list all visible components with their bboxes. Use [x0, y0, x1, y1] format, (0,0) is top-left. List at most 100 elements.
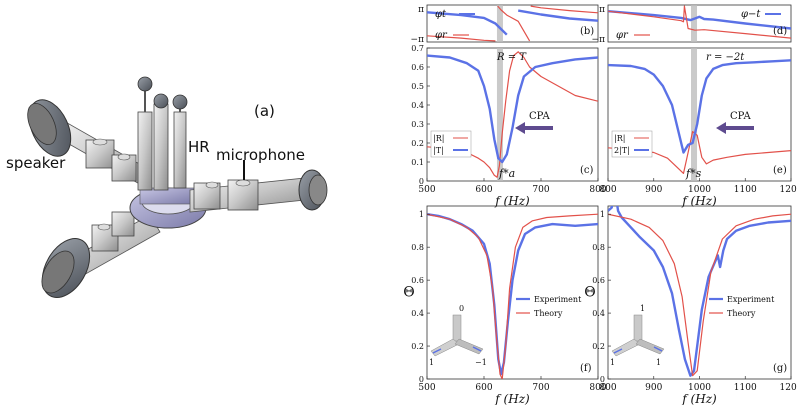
inset-label: 1 — [429, 358, 434, 367]
tripod-leg — [633, 314, 643, 342]
tripod-leg — [430, 338, 460, 357]
x-tick-label: 500 — [418, 383, 435, 393]
plot-frame — [426, 4, 599, 43]
y-tick-label: 0.2 — [411, 342, 424, 351]
y-tick-label: 0 — [419, 177, 424, 186]
legend-label: Theory — [727, 309, 756, 318]
inset-tripod: 0 1 −1 — [429, 304, 487, 367]
hr-label: HR — [188, 138, 210, 156]
x-tick-label: 1000 — [688, 383, 711, 393]
panel-a: (a) speaker HR microphone — [6, 76, 328, 298]
helmholtz-resonators — [137, 76, 188, 191]
chart-d: π −π (d) φ−t φr — [592, 4, 792, 45]
resonance-band — [691, 48, 698, 181]
panel-tag: (e) — [773, 165, 787, 176]
x-tick-label: 800 — [599, 185, 616, 195]
legend-box — [430, 130, 472, 158]
series-line-blue — [427, 9, 598, 36]
x-axis-label: f (Hz) — [494, 194, 530, 208]
y-tick-label: 0.4 — [411, 101, 424, 110]
chart-c: 500 600 700 800 0 0.1 0.2 0.3 0.4 0.5 0.6 0.7 f (Hz)… — [411, 44, 607, 208]
series-line-red — [427, 213, 598, 379]
legend-label: |R| — [433, 134, 444, 143]
chart-b: π −π (b) φt φr — [411, 4, 599, 45]
legend-label: |R| — [614, 134, 625, 143]
x-tick-label: 600 — [475, 383, 492, 393]
y-tick-label: 0.1 — [411, 158, 424, 167]
series-line-red — [427, 51, 598, 178]
series-line-blue — [427, 54, 598, 164]
x-tick-label: 900 — [645, 383, 662, 393]
panel-a-tag: (a) — [254, 102, 275, 120]
resonance-frequency-label: f*a — [498, 167, 515, 180]
x-tick-label: 500 — [418, 185, 435, 195]
x-axis-label: f (Hz) — [494, 392, 530, 405]
legend-label: Experiment — [727, 295, 775, 304]
y-axis-label: Θ — [584, 285, 595, 301]
resonance-band — [496, 5, 503, 42]
series-line-red — [608, 5, 791, 39]
legend-label: Theory — [534, 309, 563, 318]
inset-label: 1 — [656, 358, 661, 367]
plot-frame — [426, 205, 599, 380]
y-tick-label: 0.3 — [411, 120, 424, 129]
plot-frame — [426, 47, 599, 182]
y-tick-label: 0 — [600, 375, 605, 384]
y-tick-label: 0.6 — [592, 276, 605, 285]
y-axis-label: Θ — [403, 285, 414, 301]
y-tick-label: 1 — [419, 210, 424, 219]
x-tick-label: 800 — [589, 383, 606, 393]
lower-speaker-arm — [41, 211, 161, 298]
curve-annotation: r = −2t — [706, 52, 745, 63]
microphone-label: microphone — [216, 146, 305, 164]
y-tick-label: 0 — [419, 375, 424, 384]
y-tick-label: 0.6 — [411, 63, 424, 72]
inset-arrow — [472, 346, 482, 352]
y-tick-label: 0.6 — [411, 276, 424, 285]
x-axis-label: f (Hz) — [681, 392, 717, 405]
x-tick-label: 700 — [532, 383, 549, 393]
inset-label: 0 — [459, 304, 464, 313]
y-tick-label: π — [599, 5, 605, 15]
microphone-arm — [189, 160, 328, 213]
inset-tripod: 1 1 1 — [610, 304, 665, 367]
resonance-band — [691, 5, 698, 42]
series-line-blue — [608, 59, 791, 154]
panel-tag: (g) — [773, 363, 787, 374]
y-tick-label: 0.8 — [411, 243, 424, 252]
y-tick-label: 0.2 — [411, 139, 424, 148]
legend-phase-t: φt — [435, 9, 447, 20]
tripod-leg — [611, 338, 641, 357]
legend-label: |T| — [433, 146, 444, 155]
legend-phase-r: φr — [616, 30, 629, 41]
series-line-blue — [608, 10, 791, 30]
tripod-leg — [635, 338, 665, 355]
cpa-arrow-head — [515, 122, 525, 134]
x-tick-label: 1100 — [734, 383, 757, 393]
x-tick-label: 1000 — [688, 185, 711, 195]
inset-label: 1 — [640, 304, 645, 313]
panel-tag: (c) — [580, 165, 594, 176]
x-tick-label: 1100 — [734, 185, 757, 195]
legend-label: Experiment — [534, 295, 582, 304]
cpa-arrow-head — [716, 122, 726, 134]
inset-label: 1 — [610, 358, 615, 367]
y-tick-label: π — [418, 5, 424, 15]
legend-label: 2|T| — [614, 146, 630, 155]
apparatus-illustration — [27, 76, 328, 298]
plot-frame — [607, 4, 792, 43]
curve-annotation: R = T — [496, 52, 527, 63]
tripod-leg — [454, 338, 484, 355]
inset-arrow — [432, 348, 442, 354]
y-tick-label: −π — [592, 35, 606, 45]
inset-arrow — [653, 346, 663, 352]
panel-tag: (b) — [580, 26, 594, 37]
x-tick-label: 800 — [599, 383, 616, 393]
